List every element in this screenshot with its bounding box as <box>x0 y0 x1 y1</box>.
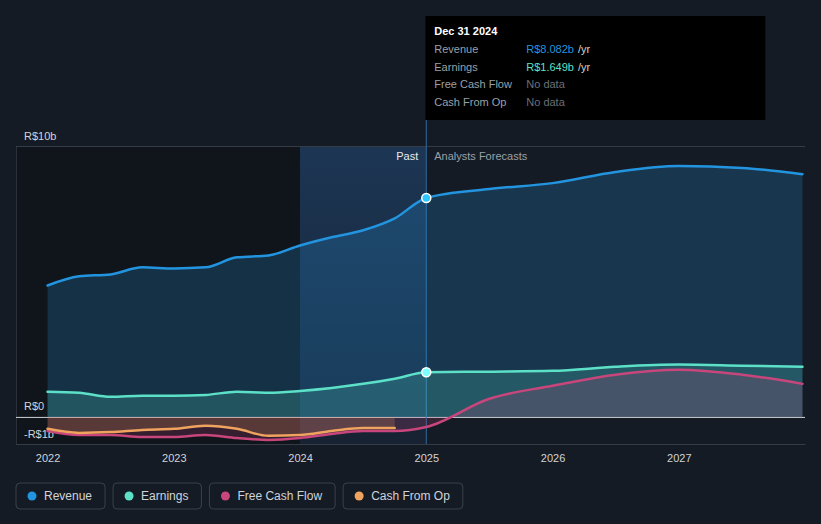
x-tick: 2025 <box>415 444 439 464</box>
legend-button[interactable] <box>113 483 201 509</box>
tooltip-unit: /yr <box>578 61 591 73</box>
background <box>0 0 821 524</box>
lines <box>48 166 803 440</box>
forecast-label: Analysts Forecasts <box>434 150 527 162</box>
legend-item[interactable]: Cash From Op <box>343 483 463 509</box>
x-axis-line <box>17 444 806 445</box>
legend-swatch <box>28 492 37 501</box>
y-tick: R$10b <box>16 130 805 147</box>
tooltip: Dec 31 2024 Revenue R$8.082b/yr Earnings R$1… <box>425 16 765 120</box>
x-axis: 2022 2023 2024 2025 2026 2027 <box>17 444 806 464</box>
tooltip-title: Dec 31 2024 <box>434 25 498 37</box>
tooltip-value-text: No data <box>526 96 565 108</box>
legend-button[interactable] <box>209 483 335 509</box>
past-label: Past <box>396 150 418 162</box>
x-tick-label: 2025 <box>415 452 439 464</box>
y-axis: R$10bR$0-R$1b <box>16 130 805 445</box>
y-tick-label: R$0 <box>24 400 44 412</box>
x-tick-label: 2026 <box>541 452 565 464</box>
tooltip-value: No data <box>526 78 565 90</box>
grid-line <box>16 444 805 445</box>
legend-item[interactable]: Earnings <box>113 483 201 509</box>
legend-label: Revenue <box>44 489 92 503</box>
tooltip-value: No data <box>526 96 565 108</box>
legend-item[interactable]: Free Cash Flow <box>209 483 335 509</box>
chart-container: R$10bR$0-R$1b202220232024202520262027Pas… <box>0 0 821 524</box>
legend-label: Free Cash Flow <box>237 489 322 503</box>
series-line <box>48 370 803 440</box>
series-line <box>48 426 395 436</box>
plot-area <box>48 166 803 440</box>
x-tick: 2026 <box>541 444 565 464</box>
legend: Revenue Earnings Free Cash Flow Cash From O… <box>16 483 463 509</box>
chart-svg: R$10bR$0-R$1b202220232024202520262027Pas… <box>0 0 821 524</box>
areas <box>48 166 803 440</box>
x-tick-label: 2023 <box>162 452 186 464</box>
series-line <box>48 166 803 285</box>
y-tick-label: R$10b <box>24 130 56 142</box>
tooltip-value-text: R$1.649b <box>526 61 574 73</box>
x-tick-label: 2022 <box>36 452 60 464</box>
legend-button[interactable] <box>16 483 105 509</box>
tooltip-unit: /yr <box>578 43 591 55</box>
series-area <box>48 370 803 440</box>
tooltip-value-text: R$8.082b <box>526 43 574 55</box>
legend-label: Earnings <box>141 489 188 503</box>
tooltip-value: R$8.082b/yr <box>526 43 590 55</box>
y-axis-line <box>16 147 17 445</box>
x-tick: 2022 <box>36 444 60 464</box>
highlight-point <box>422 368 431 377</box>
tooltip-label: Free Cash Flow <box>434 78 512 90</box>
tooltip-label: Cash From Op <box>434 96 506 108</box>
x-tick-label: 2024 <box>288 452 312 464</box>
grid-line <box>16 146 805 147</box>
tooltip-value-text: No data <box>526 78 565 90</box>
legend-label: Cash From Op <box>371 489 450 503</box>
x-tick: 2023 <box>162 444 186 464</box>
tooltip-value: R$1.649b/yr <box>526 61 590 73</box>
tooltip-label: Revenue <box>434 43 478 55</box>
legend-swatch <box>125 492 134 501</box>
legend-button[interactable] <box>343 483 463 509</box>
x-tick-label: 2027 <box>667 452 691 464</box>
x-tick: 2024 <box>288 444 312 464</box>
highlight-point <box>422 193 431 202</box>
x-tick: 2027 <box>667 444 691 464</box>
legend-swatch <box>355 492 364 501</box>
tooltip-box <box>425 16 765 120</box>
tooltip-label: Earnings <box>434 61 478 73</box>
legend-swatch <box>221 492 230 501</box>
legend-item[interactable]: Revenue <box>16 483 105 509</box>
